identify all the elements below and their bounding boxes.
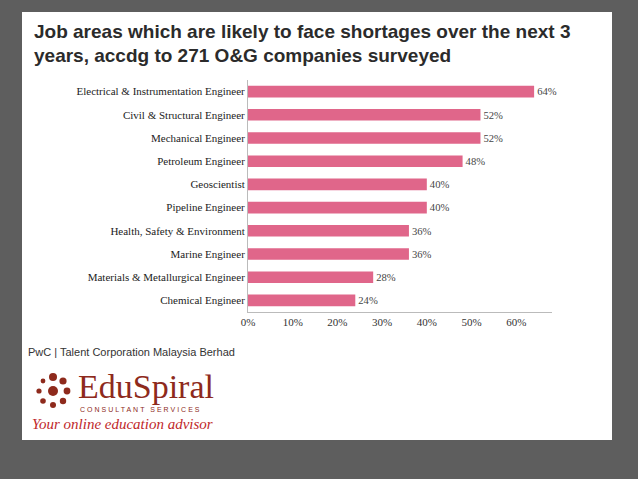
svg-text:Petroleum Engineer: Petroleum Engineer (157, 155, 245, 167)
svg-text:Civil & Structural Engineer: Civil & Structural Engineer (123, 109, 245, 121)
svg-text:40%: 40% (417, 316, 437, 328)
svg-text:52%: 52% (483, 110, 503, 121)
svg-text:20%: 20% (327, 316, 347, 328)
svg-text:40%: 40% (430, 202, 450, 213)
svg-text:30%: 30% (372, 316, 392, 328)
svg-text:28%: 28% (376, 272, 396, 283)
svg-text:Chemical Engineer: Chemical Engineer (160, 294, 245, 306)
svg-text:36%: 36% (412, 249, 432, 260)
svg-text:24%: 24% (358, 295, 378, 306)
html-text:PwC | Talent Corporation Malay: PwC | Talent Corporation Malaysia Berhad (28, 346, 235, 358)
svg-text:Electrical & Instrumentation E: Electrical & Instrumentation Engineer (76, 85, 245, 97)
svg-text:40%: 40% (430, 179, 450, 190)
html-text:EduSpiral: EduSpiral (78, 368, 214, 405)
svg-text:Health, Safety & Environment: Health, Safety & Environment (110, 225, 244, 237)
svg-text:48%: 48% (466, 156, 486, 167)
svg-text:60%: 60% (506, 316, 526, 328)
svg-text:50%: 50% (461, 316, 481, 328)
html-text:Your online education advisor: Your online education advisor (32, 416, 213, 432)
svg-text:Mechanical Engineer: Mechanical Engineer (151, 132, 245, 144)
svg-text:52%: 52% (483, 133, 503, 144)
svg-text:Materials & Metallurgical Engi: Materials & Metallurgical Engineer (88, 271, 245, 283)
html-text:CONSULTANT SERVICES: CONSULTANT SERVICES (80, 406, 202, 413)
svg-text:0%: 0% (241, 316, 256, 328)
svg-text:36%: 36% (412, 226, 432, 237)
html-text:Job areas which are likely to: Job areas which are likely to face short… (34, 21, 571, 66)
svg-text:64%: 64% (537, 86, 557, 97)
svg-text:10%: 10% (283, 316, 303, 328)
svg-text:Marine Engineer: Marine Engineer (171, 248, 246, 260)
svg-text:Pipeline Engineer: Pipeline Engineer (166, 201, 245, 213)
svg-text:Geoscientist: Geoscientist (190, 178, 244, 190)
